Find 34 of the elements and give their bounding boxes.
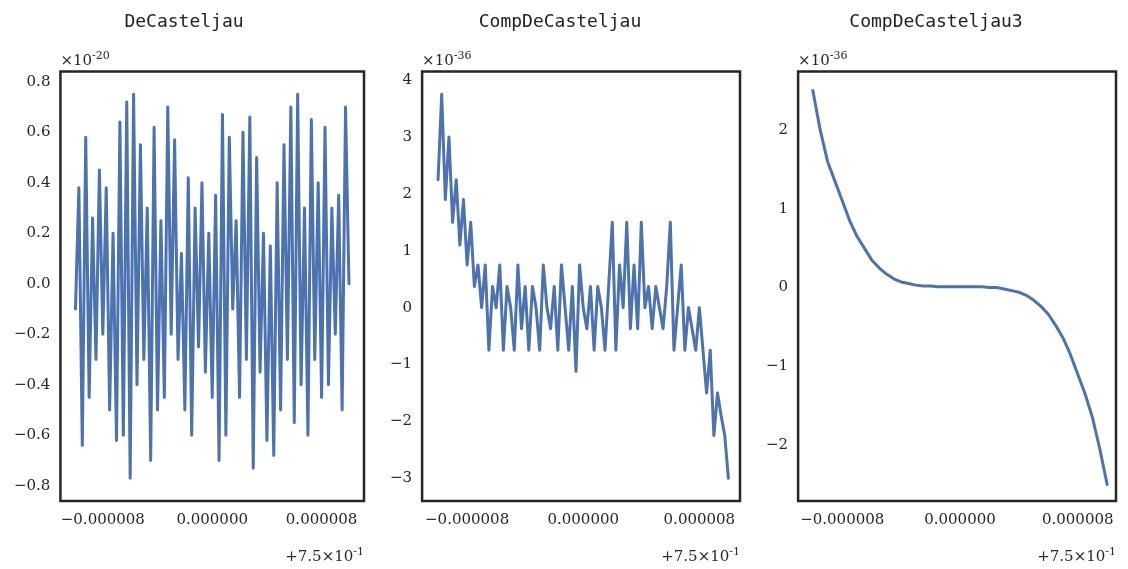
y-tick-label: −2 [765, 434, 789, 453]
y-tick-label: 0 [778, 277, 789, 296]
y-tick-label: −0.4 [13, 374, 51, 393]
y-tick-label: −0.6 [13, 425, 51, 444]
y-tick-label: 2 [402, 183, 413, 202]
y-tick-label: 2 [778, 119, 789, 138]
y-tick-label: −1 [765, 356, 789, 375]
y-tick-label: 0.2 [26, 223, 51, 242]
y-tick-label: −1 [389, 354, 413, 373]
y-tick-label: 4 [402, 70, 413, 89]
x-tick-label: 0.000008 [663, 509, 736, 528]
y-tick-label: −2 [389, 411, 413, 430]
y-tick-label: 0.0 [26, 273, 51, 292]
x-tick-label: −0.000008 [60, 509, 145, 528]
chart-title: DeCasteljau [124, 10, 244, 32]
y-tick-label: 1 [778, 198, 789, 217]
y-tick-label: 0.4 [26, 172, 51, 191]
y-tick-label: −0.2 [13, 324, 51, 343]
x-tick-label: −0.000008 [800, 509, 885, 528]
y-tick-label: 3 [402, 126, 413, 145]
y-tick-label: 0.6 [26, 122, 51, 141]
x-tick-label: −0.000008 [425, 509, 510, 528]
y-tick-label: 0.8 [26, 71, 51, 90]
x-tick-label: 0.000008 [1041, 509, 1114, 528]
x-tick-label: 0.000000 [547, 509, 620, 528]
y-tick-label: 0 [402, 297, 413, 316]
chart-title: CompDeCasteljau3 [849, 10, 1023, 32]
y-tick-label: 1 [402, 240, 413, 259]
x-tick-label: 0.000000 [924, 509, 996, 528]
x-tick-label: 0.000008 [285, 509, 358, 528]
y-tick-label: −0.8 [13, 475, 51, 494]
chart-title: CompDeCasteljau [478, 10, 642, 32]
x-tick-label: 0.000000 [176, 509, 248, 528]
y-tick-label: −3 [389, 468, 413, 487]
